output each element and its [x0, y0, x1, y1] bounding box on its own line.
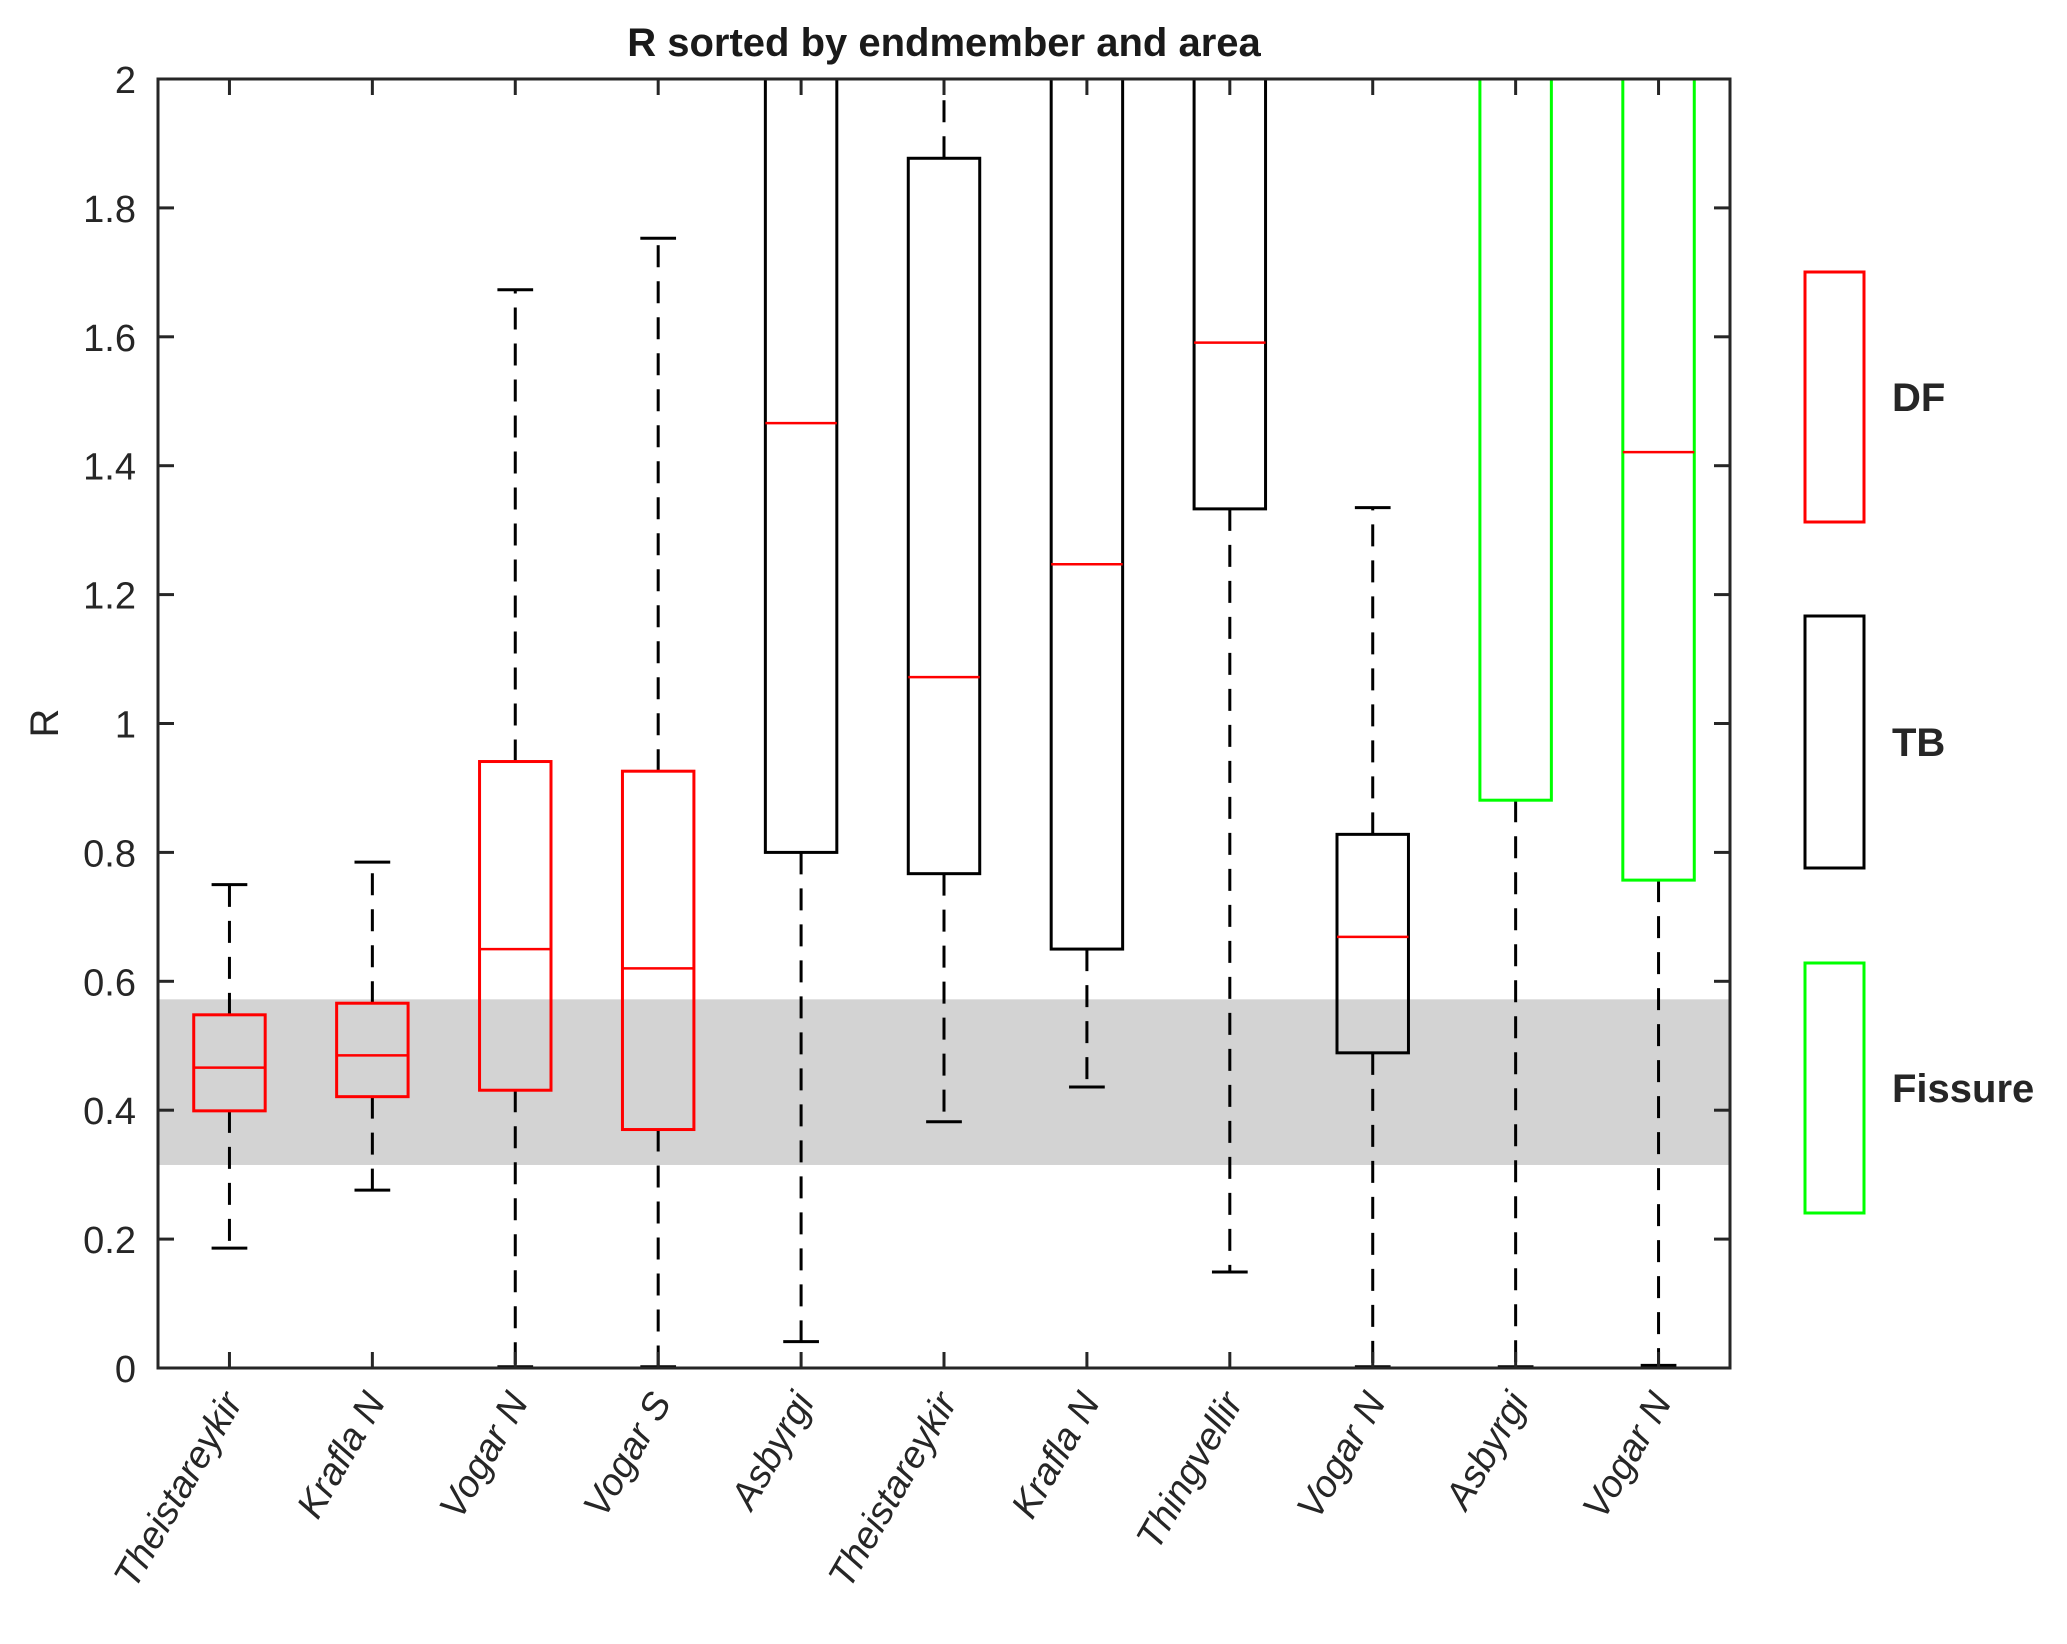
y-tick-label: 2 [115, 60, 136, 102]
box-1 [192, 883, 267, 1250]
box-8 [1192, 79, 1268, 1274]
y-tick-label: 1.4 [83, 447, 136, 489]
x-tick-label: Theistareykir [821, 1384, 967, 1595]
x-tick-label: Krafla N [1004, 1385, 1109, 1525]
legend-swatch [1803, 961, 1866, 1215]
y-tick-label: 1.8 [83, 189, 136, 231]
box-iqr [1621, 79, 1696, 882]
x-tick-label: Asbyrgi [1437, 1384, 1539, 1518]
x-tick-label: Vogar S [576, 1386, 680, 1525]
box-iqr [763, 79, 839, 854]
y-tick-label: 1 [115, 705, 136, 747]
x-tick-label: Krafla N [289, 1385, 394, 1525]
y-tick-label: 0.4 [83, 1091, 136, 1133]
plot-frame [156, 77, 1732, 1370]
x-tick-label: Thingvellir [1129, 1384, 1253, 1556]
legend-swatch [1803, 270, 1866, 524]
legend: DF TB Fissure [1803, 270, 2034, 1215]
box-iqr [478, 760, 553, 1092]
y-tick-label: 0.8 [83, 833, 136, 875]
legend-label: TB [1892, 721, 1945, 765]
x-tick-label: Vogar N [432, 1385, 538, 1526]
box-5 [763, 79, 839, 1344]
box-9 [1335, 506, 1410, 1368]
y-axis-label: R [23, 709, 67, 738]
legend-swatch [1803, 614, 1866, 870]
x-tick-label: Vogar N [1289, 1385, 1395, 1526]
y-tick-label: 0.2 [83, 1220, 136, 1262]
box-3 [478, 288, 553, 1368]
legend-label: Fissure [1892, 1067, 2034, 1111]
box-7 [1049, 79, 1125, 1089]
box-iqr [1478, 79, 1553, 802]
box-iqr [1335, 832, 1410, 1055]
box-iqr [1192, 79, 1268, 511]
box-4 [620, 236, 696, 1368]
box-iqr [1049, 79, 1125, 951]
box-6 [906, 79, 982, 1124]
box-iqr [192, 1013, 267, 1113]
box-2 [335, 860, 410, 1192]
legend-entry-tb: TB [1803, 614, 1945, 870]
y-tick-label: 1.6 [83, 318, 136, 360]
chart-title: R sorted by endmember and area [627, 21, 1261, 65]
legend-label: DF [1892, 376, 1945, 420]
x-tick-label: Asbyrgi [722, 1384, 824, 1518]
box-iqr [335, 1001, 410, 1099]
x-tick-label: Vogar N [1575, 1385, 1681, 1526]
legend-entry-fissure: Fissure [1803, 961, 2034, 1215]
x-tick-label: Theistareykir [106, 1384, 252, 1595]
box-iqr [906, 156, 982, 876]
y-tick-label: 0 [115, 1349, 136, 1391]
y-tick-label: 1.2 [83, 576, 136, 618]
legend-entry-df: DF [1803, 270, 1945, 524]
y-tick-label: 0.6 [83, 962, 136, 1004]
box-iqr [620, 769, 696, 1132]
